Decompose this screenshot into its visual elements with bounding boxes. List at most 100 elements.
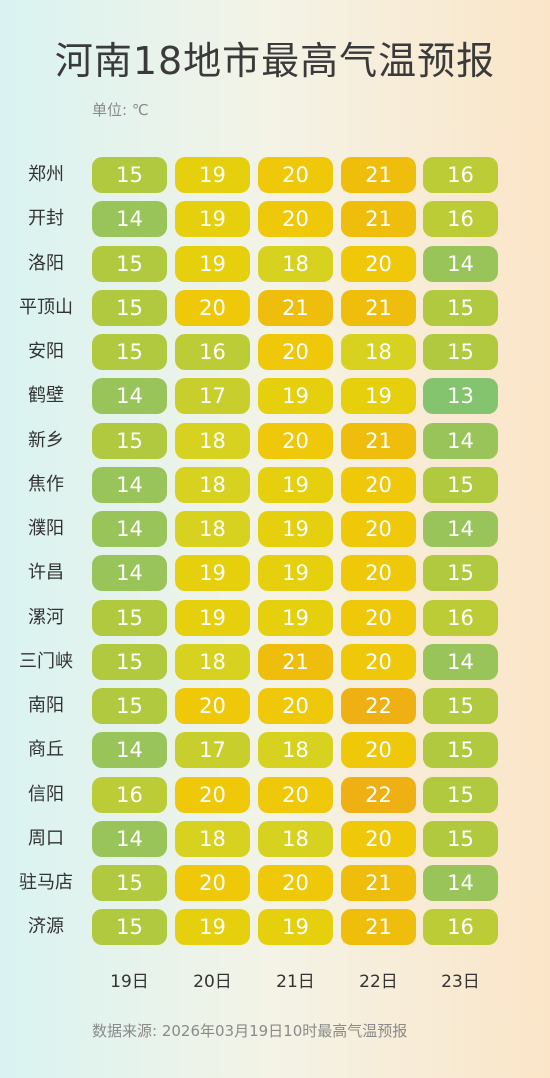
day-label: 23日 bbox=[441, 972, 480, 992]
temperature-cell: 19 bbox=[258, 555, 333, 592]
temperature-cell: 16 bbox=[423, 909, 498, 946]
temperature-cell: 20 bbox=[341, 245, 416, 282]
temperature-cell: 18 bbox=[258, 820, 333, 857]
temperature-cell: 17 bbox=[175, 378, 250, 415]
city-label: 周口 bbox=[28, 827, 64, 849]
city-label: 安阳 bbox=[28, 341, 64, 362]
temperature-cell: 20 bbox=[175, 865, 250, 901]
city-label: 驻马店 bbox=[19, 872, 73, 893]
temperature-cell: 21 bbox=[341, 865, 416, 901]
temperature-cell: 18 bbox=[175, 643, 250, 680]
temperature-cell: 19 bbox=[258, 466, 333, 503]
city-label: 平顶山 bbox=[19, 296, 73, 318]
temperature-cell: 18 bbox=[258, 245, 333, 282]
temperature-cell: 20 bbox=[341, 643, 416, 680]
temperature-cell: 15 bbox=[92, 422, 167, 459]
temperature-cell: 14 bbox=[92, 466, 167, 503]
temperature-cell: 18 bbox=[175, 422, 250, 459]
temperature-cell: 20 bbox=[341, 466, 416, 503]
temperature-cell: 20 bbox=[258, 157, 333, 193]
temperature-cell: 19 bbox=[341, 378, 416, 415]
temperature-cell: 14 bbox=[92, 511, 167, 547]
temperature-cell: 14 bbox=[423, 865, 498, 901]
temperature-cell: 19 bbox=[258, 909, 333, 946]
city-label: 南阳 bbox=[28, 695, 64, 716]
temperature-cell: 20 bbox=[258, 422, 333, 459]
temperature-cell: 15 bbox=[423, 820, 498, 857]
temperature-cell: 21 bbox=[258, 643, 333, 680]
day-label: 20日 bbox=[193, 972, 232, 992]
city-label: 许昌 bbox=[28, 562, 64, 584]
temperature-cell: 14 bbox=[92, 201, 167, 238]
temperature-cell: 15 bbox=[92, 245, 167, 282]
temperature-cell: 21 bbox=[258, 289, 333, 326]
temperature-cell: 21 bbox=[341, 422, 416, 459]
temperature-cell: 22 bbox=[341, 776, 416, 813]
chart-title: 河南18地市最高气温预报 bbox=[54, 39, 496, 83]
temperature-cell: 20 bbox=[341, 511, 416, 547]
city-label: 商丘 bbox=[28, 739, 64, 761]
temperature-cell: 22 bbox=[341, 688, 416, 724]
temperature-cell: 21 bbox=[341, 909, 416, 946]
temperature-cell: 19 bbox=[175, 201, 250, 238]
temperature-cell: 15 bbox=[92, 599, 167, 636]
city-label: 漯河 bbox=[28, 606, 64, 628]
temperature-cell: 13 bbox=[423, 378, 498, 415]
data-source-note: 数据来源: 2026年03月19日10时最高气温预报 bbox=[92, 1022, 408, 1040]
temperature-cell: 20 bbox=[258, 865, 333, 901]
temperature-cell: 16 bbox=[92, 776, 167, 813]
day-label: 22日 bbox=[359, 972, 398, 992]
temperature-cell: 20 bbox=[341, 555, 416, 592]
temperature-cell: 20 bbox=[258, 201, 333, 238]
temperature-cell: 15 bbox=[423, 732, 498, 769]
temperature-cell: 14 bbox=[423, 422, 498, 459]
city-label: 濮阳 bbox=[28, 518, 64, 539]
temperature-cell: 20 bbox=[258, 776, 333, 813]
temperature-cell: 14 bbox=[92, 732, 167, 769]
unit-label: 单位: ℃ bbox=[92, 101, 149, 119]
temperature-cell: 18 bbox=[175, 466, 250, 503]
temperature-cell: 18 bbox=[175, 820, 250, 857]
temperature-cell: 19 bbox=[175, 245, 250, 282]
temperature-cell: 19 bbox=[175, 157, 250, 193]
temperature-cell: 19 bbox=[258, 378, 333, 415]
temperature-cell: 15 bbox=[92, 688, 167, 724]
temperature-cell: 14 bbox=[92, 378, 167, 415]
temperature-cell: 15 bbox=[92, 643, 167, 680]
city-label: 鹤壁 bbox=[28, 385, 64, 407]
temperature-cell: 18 bbox=[175, 511, 250, 547]
temperature-cell: 19 bbox=[175, 599, 250, 636]
city-label: 济源 bbox=[28, 916, 64, 938]
temperature-cell: 20 bbox=[258, 334, 333, 370]
temperature-cell: 15 bbox=[423, 289, 498, 326]
temperature-cell: 14 bbox=[423, 245, 498, 282]
temperature-cell: 16 bbox=[175, 334, 250, 370]
temperature-cell: 15 bbox=[423, 466, 498, 503]
temperature-cell: 21 bbox=[341, 157, 416, 193]
temperature-cell: 19 bbox=[258, 599, 333, 636]
temperature-cell: 15 bbox=[92, 157, 167, 193]
temperature-cell: 20 bbox=[175, 688, 250, 724]
temperature-cell: 15 bbox=[92, 289, 167, 326]
temperature-cell: 15 bbox=[92, 909, 167, 946]
temperature-cell: 20 bbox=[341, 820, 416, 857]
temperature-cell: 18 bbox=[258, 732, 333, 769]
temperature-cell: 17 bbox=[175, 732, 250, 769]
temperature-cell: 21 bbox=[341, 201, 416, 238]
city-label: 郑州 bbox=[28, 164, 64, 185]
temperature-cell: 20 bbox=[175, 289, 250, 326]
temperature-cell: 15 bbox=[423, 334, 498, 370]
temperature-cell: 20 bbox=[175, 776, 250, 813]
city-label: 开封 bbox=[28, 208, 64, 230]
city-label: 三门峡 bbox=[19, 650, 73, 672]
temperature-cell: 20 bbox=[258, 688, 333, 724]
city-label: 焦作 bbox=[28, 473, 64, 495]
temperature-cell: 15 bbox=[92, 334, 167, 370]
temperature-cell: 14 bbox=[92, 555, 167, 592]
temperature-cell: 15 bbox=[423, 776, 498, 813]
temperature-cell: 15 bbox=[423, 688, 498, 724]
city-label: 信阳 bbox=[28, 783, 64, 805]
temperature-cell: 16 bbox=[423, 201, 498, 238]
temperature-cell: 20 bbox=[341, 599, 416, 636]
